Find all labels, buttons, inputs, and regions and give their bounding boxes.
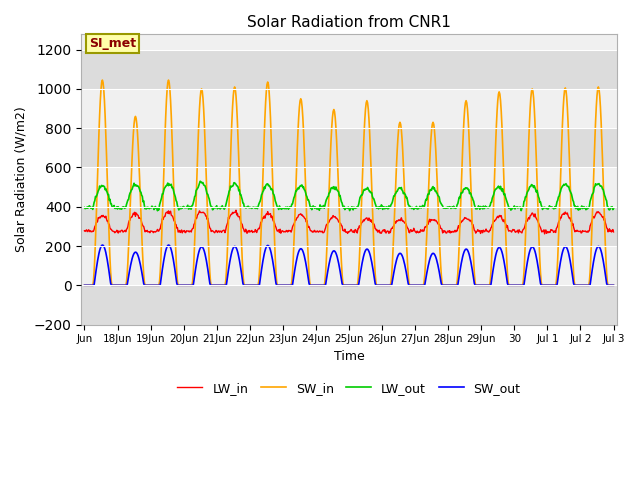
LW_in: [461, 216, 469, 221]
SW_out: [99, 242, 106, 248]
Text: SI_met: SI_met: [89, 37, 136, 50]
SW_out: [198, 244, 205, 250]
SW_out: [81, 282, 88, 288]
LW_out: [154, 208, 161, 214]
LW_in: [232, 207, 240, 213]
LW_in: [610, 229, 618, 235]
SW_out: [89, 282, 97, 288]
SW_out: [512, 282, 520, 288]
Line: LW_in: LW_in: [84, 210, 614, 234]
SW_in: [198, 86, 205, 92]
SW_out: [528, 244, 536, 250]
Bar: [81, 128, 617, 168]
LW_out: [89, 206, 97, 212]
Bar: [81, 246, 617, 285]
X-axis label: Time: Time: [333, 350, 364, 363]
LW_in: [541, 231, 548, 237]
Bar: [81, 49, 617, 89]
SW_in: [610, 282, 618, 288]
LW_out: [610, 206, 618, 212]
SW_in: [528, 88, 536, 94]
SW_out: [461, 247, 469, 252]
LW_out: [196, 179, 204, 184]
LW_in: [81, 228, 88, 234]
Line: SW_in: SW_in: [84, 80, 614, 285]
LW_in: [89, 228, 97, 234]
Line: LW_out: LW_out: [84, 181, 614, 211]
LW_out: [513, 204, 520, 210]
LW_out: [198, 180, 206, 186]
Bar: [81, 89, 617, 128]
Bar: [81, 285, 617, 324]
LW_out: [529, 182, 536, 188]
SW_in: [461, 100, 469, 106]
SW_in: [99, 77, 106, 83]
Bar: [81, 168, 617, 207]
Bar: [81, 207, 617, 246]
LW_in: [197, 210, 205, 216]
SW_in: [81, 282, 88, 288]
LW_in: [512, 229, 520, 235]
SW_in: [512, 282, 520, 288]
SW_out: [154, 282, 161, 288]
SW_in: [89, 282, 97, 288]
Line: SW_out: SW_out: [84, 245, 614, 285]
LW_out: [462, 185, 470, 191]
Title: Solar Radiation from CNR1: Solar Radiation from CNR1: [247, 15, 451, 30]
LW_in: [153, 228, 161, 234]
LW_in: [528, 211, 536, 217]
SW_in: [154, 282, 161, 288]
LW_out: [81, 204, 88, 210]
LW_out: [153, 205, 161, 211]
Legend: LW_in, SW_in, LW_out, SW_out: LW_in, SW_in, LW_out, SW_out: [172, 377, 525, 400]
SW_out: [610, 282, 618, 288]
Y-axis label: Solar Radiation (W/m2): Solar Radiation (W/m2): [15, 107, 28, 252]
